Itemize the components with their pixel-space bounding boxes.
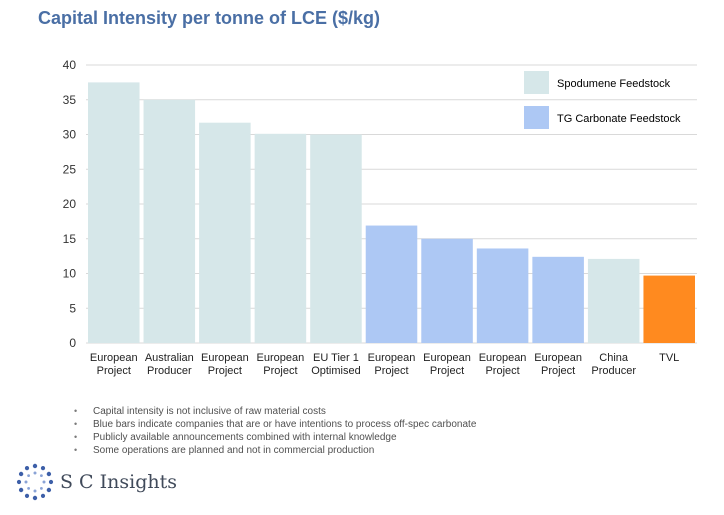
bar-chart: 0510152025303540EuropeanProjectAustralia…	[0, 0, 724, 400]
x-tick-label: Project	[263, 365, 297, 377]
footnote: Some operations are planned and not in c…	[74, 444, 476, 457]
x-tick-label: Producer	[147, 365, 192, 377]
bar	[366, 226, 418, 343]
legend-swatch	[524, 71, 549, 94]
legend-label: Spodumene Feedstock	[557, 78, 671, 90]
bar	[144, 100, 196, 343]
x-tick-label: Project	[374, 365, 408, 377]
bar	[310, 135, 362, 344]
y-tick-label: 40	[63, 58, 77, 72]
x-tick-label: Project	[208, 365, 242, 377]
x-tick-label: China	[599, 352, 629, 364]
x-tick-label: European	[257, 352, 305, 364]
bar	[255, 134, 307, 343]
x-tick-label: Australian	[145, 352, 194, 364]
x-tick-label: Project	[485, 365, 519, 377]
y-tick-label: 10	[63, 267, 77, 281]
y-tick-label: 15	[63, 232, 77, 246]
y-tick-label: 5	[69, 301, 76, 315]
x-tick-label: Project	[430, 365, 464, 377]
x-tick-label: Producer	[591, 365, 636, 377]
footnote: Blue bars indicate companies that are or…	[74, 418, 476, 431]
bar	[477, 248, 529, 343]
x-tick-label: TVL	[659, 352, 679, 364]
x-tick-label: European	[368, 352, 416, 364]
bar	[588, 259, 640, 343]
footnote: Capital intensity is not inclusive of ra…	[74, 405, 476, 418]
y-tick-label: 20	[63, 197, 77, 211]
y-tick-label: 30	[63, 128, 77, 142]
footnotes: Capital intensity is not inclusive of ra…	[74, 405, 476, 457]
bar	[199, 123, 251, 343]
y-tick-label: 0	[69, 336, 76, 350]
x-tick-label: EU Tier 1	[313, 352, 359, 364]
x-tick-label: Project	[541, 365, 575, 377]
y-tick-label: 35	[63, 93, 77, 107]
y-tick-label: 25	[63, 162, 77, 176]
bar	[421, 239, 473, 343]
footnote: Publicly available announcements combine…	[74, 431, 476, 444]
legend-swatch	[524, 106, 549, 129]
x-tick-label: European	[90, 352, 138, 364]
x-tick-label: European	[201, 352, 249, 364]
sc-insights-logo: S C Insights	[16, 463, 177, 501]
dotted-circle-logo-icon	[16, 463, 54, 501]
x-tick-label: European	[423, 352, 471, 364]
bar	[532, 257, 584, 343]
x-tick-label: Optimised	[311, 365, 361, 377]
bar	[88, 82, 140, 343]
logo-text: S C Insights	[60, 471, 177, 493]
legend-label: TG Carbonate Feedstock	[557, 113, 681, 125]
x-tick-label: European	[479, 352, 527, 364]
x-tick-label: European	[534, 352, 582, 364]
x-tick-label: Project	[97, 365, 131, 377]
bar	[643, 276, 695, 343]
